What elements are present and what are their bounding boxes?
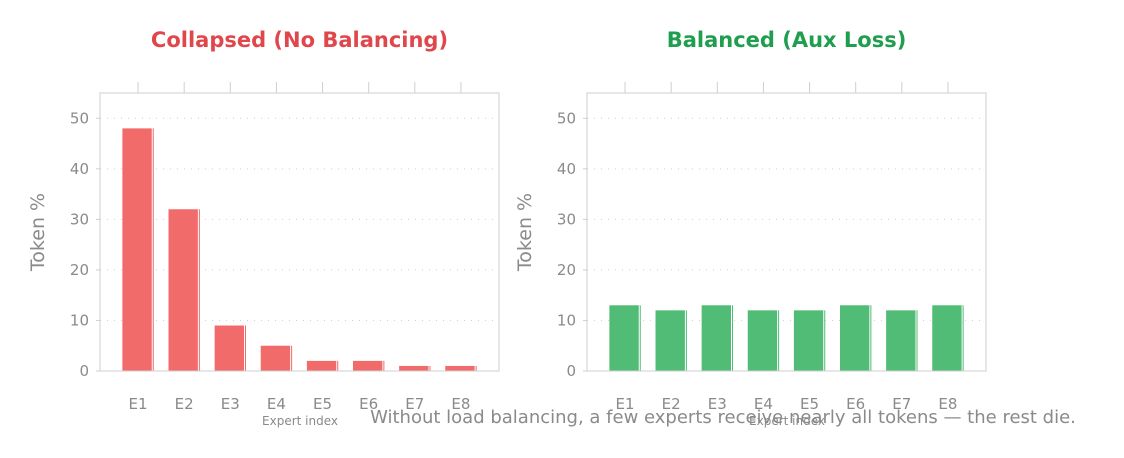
y-tick-label: 20: [557, 261, 576, 279]
bar-e4: [747, 310, 780, 371]
x-axis-label: Expert index: [749, 414, 825, 428]
x-tick-label: E7: [405, 395, 424, 413]
y-tick-label: 50: [70, 109, 89, 127]
y-tick-label: 40: [70, 160, 89, 178]
x-tick-label: E5: [800, 395, 819, 413]
bar-e5: [793, 310, 826, 371]
x-tick-label: E4: [754, 395, 773, 413]
x-tick-label: E2: [662, 395, 681, 413]
x-tick-label: E1: [616, 395, 635, 413]
plot-frame: [99, 92, 500, 372]
y-tick-label: 30: [70, 210, 89, 228]
chart-title: Balanced (Aux Loss): [667, 28, 907, 52]
bar-e3: [701, 305, 733, 371]
bar-e1: [122, 128, 154, 371]
bar-e6: [840, 305, 872, 371]
x-tick-label: E3: [708, 395, 727, 413]
bar-e7: [886, 310, 918, 371]
y-axis-label: Token %: [27, 193, 49, 272]
x-tick-label: E6: [846, 395, 865, 413]
charts-container: Collapsed (No Balancing) 0 10 20 30 40 50 E1 E2 E…: [27, 28, 987, 428]
x-tick-label: E5: [313, 395, 332, 413]
y-tick-label: 10: [557, 311, 576, 329]
chart-title: Collapsed (No Balancing): [151, 28, 448, 52]
x-tick-label: E2: [175, 395, 194, 413]
bar-e7: [399, 365, 431, 371]
y-tick-label: 30: [557, 210, 576, 228]
x-tick-label: E1: [129, 395, 148, 413]
chart-panel-2: Balanced (Aux Loss) 0 10 20 30 40 50 E1 E2 E3 E4 E5…: [514, 28, 987, 428]
bar-e8: [445, 365, 477, 371]
y-tick-label: 40: [557, 160, 576, 178]
x-axis-label: Expert index: [262, 414, 338, 428]
y-tick-label: 0: [566, 362, 576, 380]
bar-e2: [168, 209, 200, 371]
chart-panel-1: Collapsed (No Balancing) 0 10 20 30 40 50 E1 E2 E…: [27, 28, 500, 428]
bar-e6: [353, 360, 385, 371]
bar-e2: [655, 310, 687, 371]
x-tick-label: E3: [221, 395, 240, 413]
x-tick-label: E7: [892, 395, 911, 413]
bar-e8: [932, 305, 964, 371]
figure-caption: Without load balancing, a few experts re…: [370, 407, 1076, 428]
x-tick-label: E4: [267, 395, 286, 413]
y-tick-label: 0: [79, 362, 89, 380]
y-axis-label: Token %: [514, 193, 536, 272]
y-tick-label: 20: [70, 261, 89, 279]
y-tick-label: 10: [70, 311, 89, 329]
bar-e1: [609, 305, 641, 371]
y-tick-label: 50: [557, 109, 576, 127]
bar-e3: [214, 325, 246, 371]
x-tick-label: E8: [938, 395, 957, 413]
plot-frame: [586, 92, 987, 372]
bar-e5: [306, 360, 339, 371]
bar-e4: [260, 345, 293, 371]
x-tick-label: E8: [451, 395, 470, 413]
x-tick-label: E6: [359, 395, 378, 413]
